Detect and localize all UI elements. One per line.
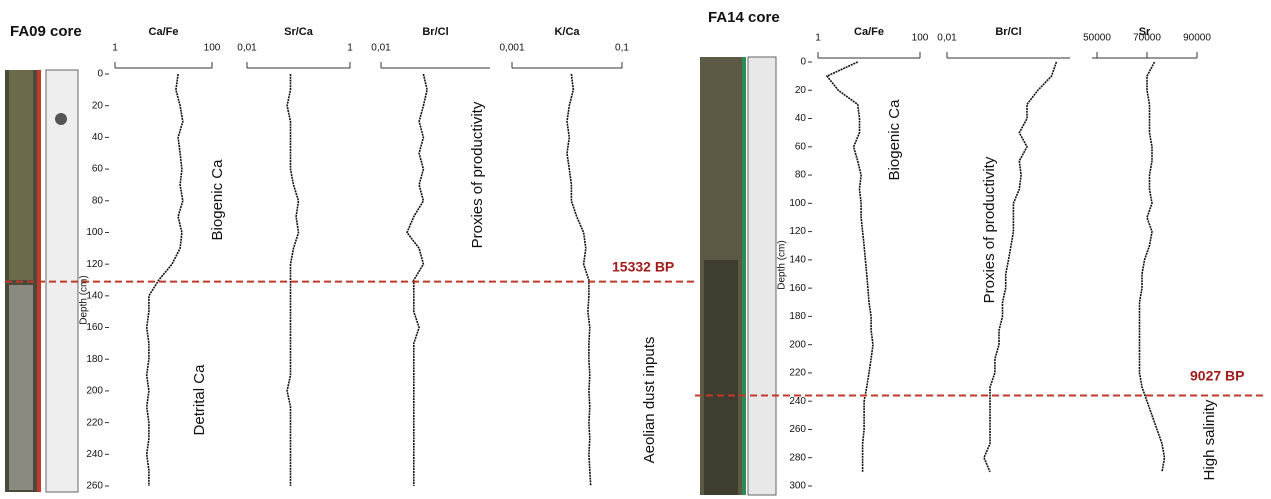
y-tick-label: 80	[795, 170, 807, 181]
x-tick-label: 100	[204, 43, 221, 54]
track-name: Sr	[1139, 26, 1151, 38]
y-tick-label: 0	[97, 69, 103, 80]
x-tick-label: 90000	[1183, 33, 1211, 44]
y-tick-label: 140	[789, 255, 806, 266]
x-tick-label: 0,001	[499, 43, 524, 54]
y-tick-label: 20	[92, 100, 104, 111]
x-tick-label: 0,01	[371, 43, 391, 54]
profile-curve	[983, 61, 1058, 473]
x-tick-label: 70000	[1133, 33, 1161, 44]
track-name: Ca/Fe	[149, 26, 179, 38]
profile-curve	[286, 74, 300, 486]
y-tick-label: 140	[86, 290, 103, 301]
y-tick-label: 120	[789, 226, 806, 237]
annotation: High salinity	[1201, 399, 1218, 480]
y-axis-label: Depth (cm)	[79, 275, 90, 324]
profile-curve	[566, 73, 592, 487]
y-tick-label: 40	[92, 132, 104, 143]
profile-curve	[145, 73, 184, 486]
profile-curve	[1138, 61, 1166, 473]
y-tick-label: 160	[789, 283, 806, 294]
track-name: Sr/Ca	[284, 26, 314, 38]
annotation: Detrital Ca	[191, 364, 208, 436]
panel-title: FA09 core	[10, 23, 82, 40]
y-tick-label: 200	[789, 339, 806, 350]
y-tick-label: 60	[795, 141, 807, 152]
y-tick-label: 0	[800, 57, 806, 68]
x-tick-label: 1	[815, 33, 821, 44]
y-tick-label: 80	[92, 195, 104, 206]
y-tick-label: 260	[789, 424, 806, 435]
track-name: K/Ca	[554, 26, 580, 38]
x-tick-label: 1	[347, 43, 353, 54]
y-tick-label: 220	[789, 368, 806, 379]
core-images	[5, 56, 777, 496]
boundary-label: 15332 BP	[612, 259, 674, 275]
track-name: Br/Cl	[422, 26, 448, 38]
y-tick-label: 100	[789, 198, 806, 209]
x-tick-label: 1	[112, 43, 118, 54]
y-axis-label: Depth (cm)	[777, 240, 788, 289]
panel-title: FA14 core	[708, 9, 780, 26]
y-tick-label: 280	[789, 452, 806, 463]
x-tick-label: 0,01	[937, 33, 957, 44]
y-tick-label: 120	[86, 259, 103, 270]
y-tick-label: 220	[86, 417, 103, 428]
boundary-label: 9027 BP	[1190, 368, 1244, 384]
profile-curve	[406, 73, 428, 486]
y-tick-label: 240	[86, 449, 103, 460]
x-tick-label: 100	[912, 33, 929, 44]
y-tick-label: 180	[789, 311, 806, 322]
y-tick-label: 100	[86, 227, 103, 238]
x-tick-label: 50000	[1083, 33, 1111, 44]
track-name: Br/Cl	[995, 26, 1021, 38]
y-tick-label: 40	[795, 113, 807, 124]
x-tick-label: 0,01	[237, 43, 257, 54]
y-tick-label: 200	[86, 386, 103, 397]
annotation: Aeolian dust inputs	[641, 337, 658, 464]
y-tick-label: 60	[92, 164, 104, 175]
profile-curve	[825, 61, 874, 472]
annotation: Biogenic Ca	[209, 159, 226, 241]
y-tick-label: 160	[86, 322, 103, 333]
y-tick-label: 20	[795, 85, 807, 96]
annotation: Proxies of productivity	[469, 101, 486, 248]
track-name: Ca/Fe	[854, 26, 884, 38]
x-tick-label: 0,1	[615, 43, 629, 54]
annotation: Proxies of productivity	[981, 156, 998, 303]
y-tick-label: 240	[789, 396, 806, 407]
annotation: Biogenic Ca	[886, 99, 903, 181]
y-tick-label: 260	[86, 481, 103, 492]
y-tick-label: 180	[86, 354, 103, 365]
y-tick-label: 300	[789, 481, 806, 492]
